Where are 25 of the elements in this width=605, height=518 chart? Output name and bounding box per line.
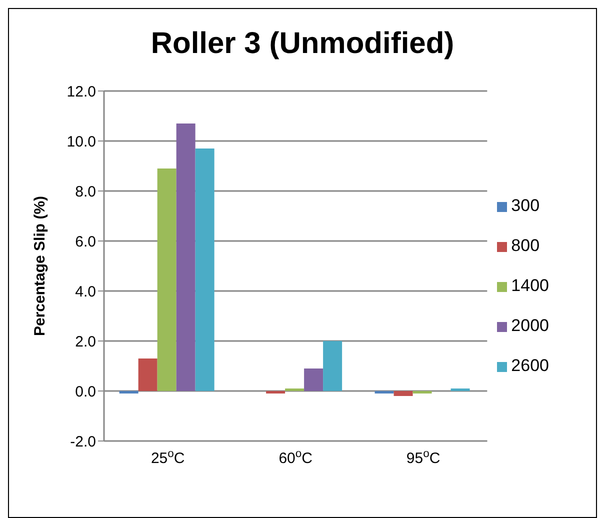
legend-label: 300 <box>511 196 540 215</box>
bar <box>138 358 158 391</box>
x-tick-label: 95$^{o}$C <box>406 448 440 467</box>
y-tick-label: 6.0 <box>75 233 96 250</box>
bar <box>157 168 176 391</box>
bar <box>394 391 413 396</box>
bar <box>195 148 214 391</box>
chart-title: Roller 3 (Unmodified) <box>150 27 456 62</box>
bar <box>304 368 324 391</box>
x-tick-label: 25$^{o}$C <box>150 448 185 467</box>
y-tick-label: 4.0 <box>75 283 96 300</box>
legend-label: 1400 <box>511 276 549 295</box>
y-tick-label: 8.0 <box>75 183 96 200</box>
legend-label: 2600 <box>511 356 549 375</box>
bar <box>323 341 342 391</box>
y-tick-label: 0.0 <box>75 383 96 400</box>
y-tick-label: -2.0 <box>70 433 96 450</box>
x-tick-label: 60$^{o}$C <box>278 448 313 467</box>
legend-label: 800 <box>511 236 540 255</box>
bar <box>176 124 196 391</box>
y-tick-label: 2.0 <box>75 333 96 350</box>
y-tick-label: 12.0 <box>66 83 96 100</box>
y-tick-label: 10.0 <box>66 133 96 150</box>
y-axis-title: Percentage Slip (%) <box>31 196 48 336</box>
legend-label: 2000 <box>511 316 549 335</box>
